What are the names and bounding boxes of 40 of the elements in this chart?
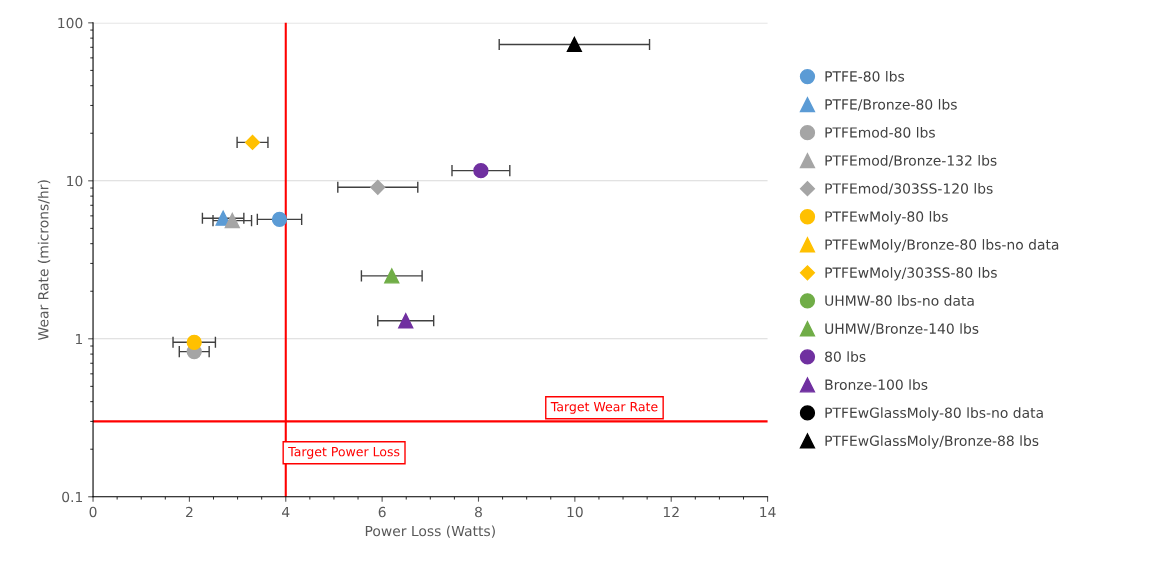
x-tick-label: 14	[760, 506, 776, 518]
legend-label: 80 lbs	[825, 351, 866, 362]
point	[384, 268, 400, 284]
point	[186, 334, 202, 350]
y-axis-title: Wear Rate (microns/hr)	[37, 180, 51, 341]
y-tick-label: 100	[58, 17, 83, 29]
legend-label: PTFEmod-80 lbs	[825, 126, 935, 138]
legend-label: PTFEwMoly-80 lbs	[825, 211, 948, 225]
ref-line-label: Target Wear Rate	[550, 402, 658, 414]
point	[370, 179, 386, 195]
legend-label: PTFEmod/Bronze-132 lbs	[825, 155, 997, 167]
legend-label: PTFEmod/303SS-120 lbs	[825, 183, 993, 195]
point	[224, 212, 240, 229]
legend-label: PTFEwMoly/Bronze-80 lbs-no data	[825, 239, 1059, 253]
x-tick-label: 2	[186, 506, 193, 518]
legend-label: PTFEwGlassMoly-80 lbs-no data	[825, 407, 1043, 421]
x-tick-label: 4	[282, 506, 290, 518]
legend-label: UHMW-80 lbs-no data	[825, 295, 974, 306]
x-tick-label: 12	[663, 506, 679, 518]
legend-label: Bronze-100 lbs	[825, 379, 928, 390]
legend-label: UHMW/Bronze-140 lbs	[825, 323, 979, 335]
x-tick-label: 8	[475, 506, 482, 518]
ref-line-label: Target Power Loss	[288, 447, 400, 459]
x-tick-label: 6	[378, 506, 386, 518]
legend-label: PTFEwMoly/303SS-80 lbs	[825, 267, 997, 281]
legend-label: PTFE/Bronze-80 lbs	[825, 98, 957, 111]
y-tick-label: 1	[76, 333, 83, 345]
x-tick-label: 10	[567, 506, 583, 518]
point	[398, 313, 414, 329]
y-tick-label: 10	[67, 175, 83, 187]
y-tick-label: 0.1	[62, 491, 83, 503]
point	[566, 36, 583, 53]
point	[244, 134, 261, 150]
point	[271, 211, 288, 228]
legend-label: PTFE-80 lbs	[825, 70, 905, 82]
legend-label: PTFEwGlassMoly/Bronze-88 lbs	[825, 435, 1039, 449]
point	[473, 162, 489, 179]
x-tick-label: 0	[89, 506, 97, 518]
x-axis-title: Power Loss (Watts)	[365, 525, 495, 538]
point	[215, 210, 231, 226]
